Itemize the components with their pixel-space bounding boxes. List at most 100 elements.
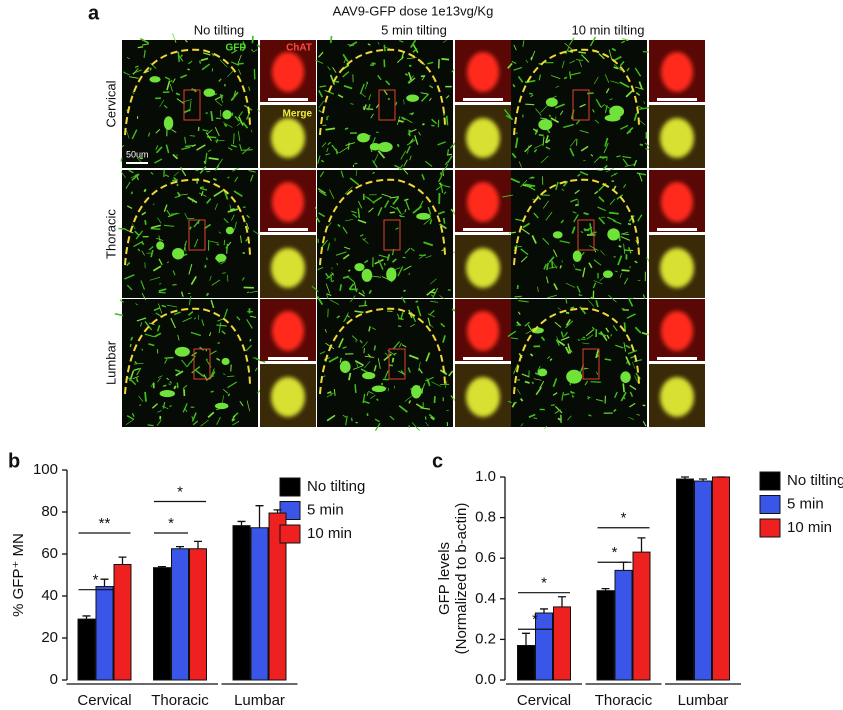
fiber [126, 415, 135, 421]
fiber [183, 108, 191, 114]
fiber [242, 252, 246, 255]
gray-matter-outline [124, 48, 251, 136]
fiber [583, 212, 589, 216]
fiber [636, 414, 641, 416]
image-cell [316, 295, 511, 431]
fiber [147, 132, 151, 137]
fiber [249, 338, 252, 342]
fiber [239, 400, 244, 407]
fiber [315, 59, 324, 64]
fiber [586, 334, 594, 340]
fiber [214, 203, 218, 211]
fiber [568, 37, 575, 46]
fiber [604, 105, 611, 109]
y-tick-label: 40 [41, 587, 58, 604]
fiber [325, 283, 331, 294]
fiber [398, 164, 403, 171]
fiber [406, 139, 416, 146]
fiber [337, 223, 341, 228]
fiber [203, 52, 211, 56]
fiber [642, 404, 646, 407]
fiber [155, 145, 159, 150]
fiber [140, 280, 146, 290]
fiber [370, 113, 374, 119]
fiber [342, 414, 347, 418]
fiber [366, 391, 369, 397]
fiber [638, 173, 643, 182]
fiber [445, 381, 448, 388]
fiber [216, 357, 221, 361]
fiber [186, 361, 191, 367]
fiber [563, 76, 568, 80]
fiber [623, 243, 626, 254]
fiber [184, 212, 189, 220]
fiber [616, 155, 621, 158]
fiber [408, 354, 419, 360]
fiber [184, 244, 187, 252]
fiber [622, 37, 629, 41]
fiber [231, 415, 236, 421]
y-tick-label: 0.8 [475, 509, 496, 526]
fiber [391, 357, 395, 363]
fiber [580, 231, 584, 233]
scale-bar-inset [268, 228, 308, 231]
fiber [174, 195, 181, 199]
fiber [327, 390, 332, 395]
fiber [534, 143, 545, 149]
fiber [368, 390, 374, 395]
fiber [619, 272, 622, 278]
chat-cell [272, 52, 304, 92]
fiber [417, 200, 424, 211]
fiber [223, 239, 226, 246]
fiber [329, 299, 339, 305]
fiber [216, 243, 220, 246]
fiber [510, 177, 521, 184]
fiber [626, 126, 634, 135]
fiber [182, 403, 188, 413]
fiber [359, 83, 365, 95]
fiber [335, 251, 347, 256]
fiber [555, 339, 560, 346]
bar [553, 606, 571, 681]
fiber [397, 370, 404, 375]
fiber [129, 76, 139, 79]
fiber [381, 193, 392, 198]
fiber [149, 322, 155, 325]
y-tick-label: 0.0 [475, 671, 496, 688]
bar [712, 476, 730, 681]
fiber [605, 168, 615, 173]
fiber [614, 391, 618, 398]
fiber [227, 176, 230, 179]
fiber [152, 203, 155, 206]
channel-label: GFP [225, 43, 246, 54]
y-tick-label: 0 [50, 671, 58, 688]
fiber [384, 200, 390, 208]
fiber [323, 375, 326, 378]
fiber [239, 143, 243, 152]
fiber [252, 49, 258, 53]
fiber [339, 357, 342, 363]
fiber [428, 413, 436, 420]
y-tick-label: 80 [41, 503, 58, 520]
fiber [360, 234, 364, 237]
fiber [218, 78, 222, 82]
fiber [149, 276, 161, 281]
fiber [180, 166, 187, 177]
fiber [193, 219, 201, 228]
roi-box [188, 219, 206, 251]
cell-body [369, 142, 381, 151]
merge-cell [660, 377, 694, 417]
fiber [424, 160, 433, 167]
fiber [209, 240, 219, 244]
fiber [126, 261, 131, 267]
fiber [442, 113, 446, 116]
scale-bar-inset [463, 357, 503, 360]
fiber [517, 75, 524, 83]
fiber [230, 144, 237, 148]
fiber [326, 147, 329, 153]
fiber [555, 85, 560, 88]
fiber [126, 57, 130, 60]
fiber [569, 71, 572, 80]
fiber [172, 270, 176, 276]
fiber [206, 129, 213, 135]
